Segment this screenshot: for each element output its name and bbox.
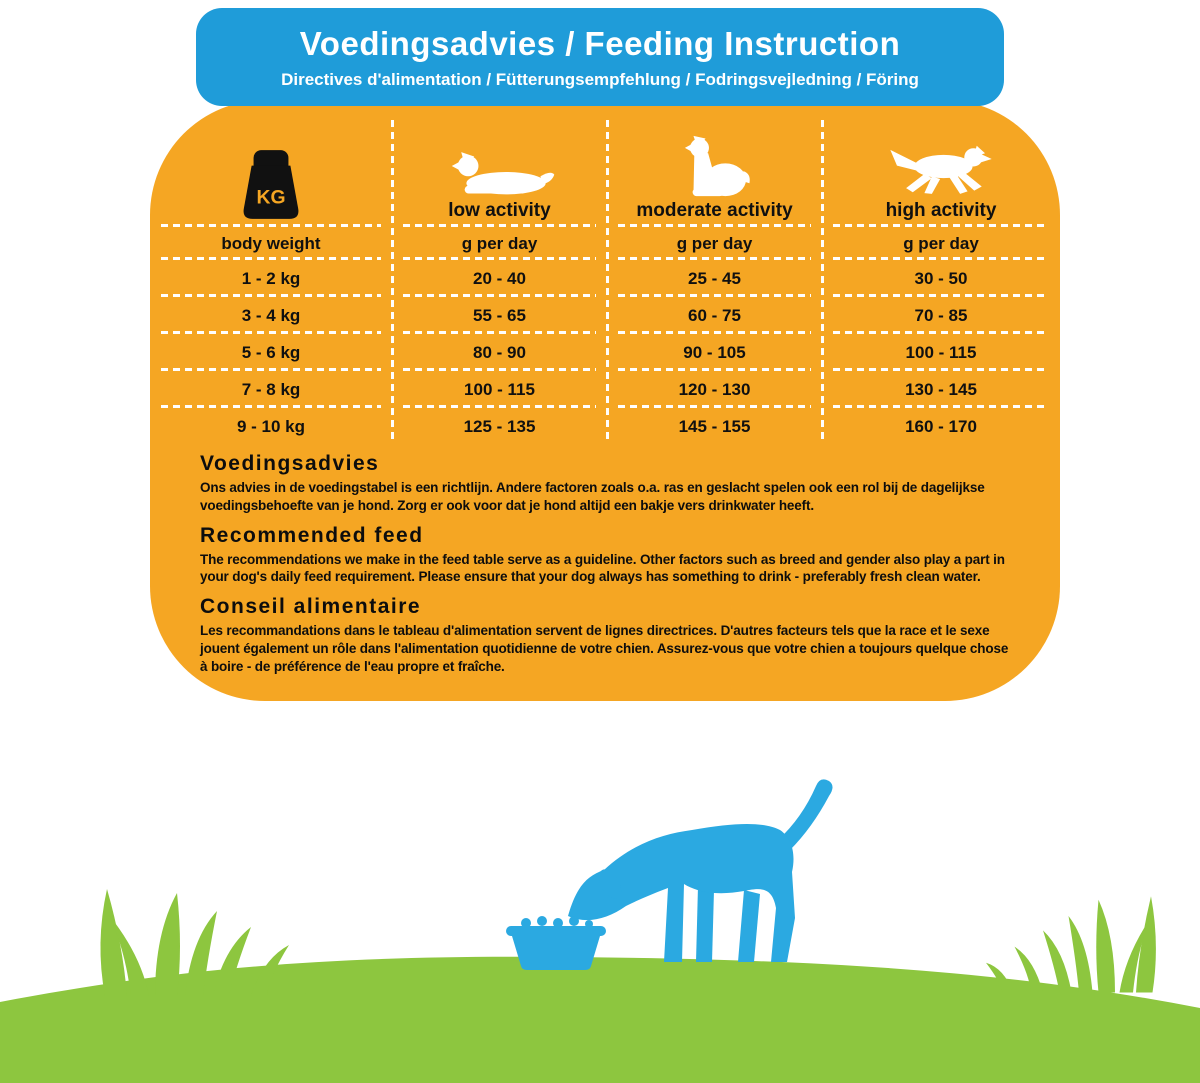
grass-tuft-right [986,896,1156,993]
feeding-panel: KG low activity [150,100,1060,701]
column-header-high-activity: high activity [822,122,1060,227]
high-activity-cell: 100 - 115 [822,334,1060,371]
feeding-table: KG low activity [150,122,1060,445]
dog-far-rear-leg [738,890,760,962]
page-subtitle: Directives d'alimentation / Fütterungsem… [281,69,919,89]
column-divider [391,120,394,440]
moderate-activity-dog-icon [684,135,750,197]
weight-cell: 9 - 10 kg [236,416,306,436]
dog-far-front-leg [696,886,714,962]
low-activity-label: low activity [448,200,551,221]
advice-section-french: Conseil alimentaire Les recommandations … [200,595,1018,675]
section-body: The recommendations we make in the feed … [200,551,1005,585]
high-activity-cell: 70 - 85 [822,297,1060,334]
advice-section-dutch: Voedingsadvies Ons advies in de voedings… [200,452,1018,515]
low-activity-cell: 80 - 90 [392,334,607,371]
low-activity-cell: 55 - 65 [392,297,607,334]
moderate-activity-cell: 25 - 45 [607,260,822,297]
header-banner: Voedingsadvies / Feeding Instruction Dir… [196,8,1004,106]
dog-tail [778,779,833,850]
low-activity-cell: 20 - 40 [392,260,607,297]
advice-section-english: Recommended feed The recommendations we … [200,524,1018,587]
column-divider [606,120,609,440]
g-per-day-header-low: g per day [392,227,607,260]
advice-sections: Voedingsadvies Ons advies in de voedings… [200,452,1018,676]
dog-eating-illustration [506,779,833,970]
column-header-low-activity: low activity [392,122,607,227]
high-activity-cell: 130 - 145 [822,371,1060,408]
dog-body [568,824,795,962]
column-header-body-weight: KG [150,122,392,227]
page-title: Voedingsadvies / Feeding Instruction [299,24,901,62]
column-divider [821,120,824,440]
section-heading: Recommended feed [200,523,424,547]
weight-cell: 3 - 4 kg [150,297,392,334]
section-heading: Voedingsadvies [200,452,380,475]
weight-cell: 7 - 8 kg [150,371,392,408]
kg-weight-icon: KG [243,150,299,219]
low-activity-dog-icon [451,152,554,195]
high-activity-dog-icon [890,145,992,194]
weight-cell: 1 - 2 kg [150,260,392,297]
moderate-activity-cell: 90 - 105 [607,334,822,371]
grass-hill-illustration [0,889,1200,1083]
moderate-activity-cell: 60 - 75 [607,297,822,334]
moderate-activity-label: moderate activity [636,200,793,221]
moderate-activity-cell: 120 - 130 [607,371,822,408]
g-per-day-header-moderate: g per day [607,227,822,260]
column-header-moderate-activity: moderate activity [607,122,822,227]
low-activity-cell: 125 - 135 [463,416,536,436]
dog-ear [598,869,622,899]
moderate-activity-cell: 145 - 155 [678,416,751,436]
section-body: Ons advies in de voedingstabel is een ri… [200,480,985,513]
high-activity-label: high activity [885,200,997,221]
body-weight-header: body weight [150,227,392,260]
weight-cell: 5 - 6 kg [150,334,392,371]
high-activity-cell: 160 - 170 [905,416,977,436]
section-body: Les recommandations dans le tableau d'al… [200,623,1009,674]
high-activity-cell: 30 - 50 [822,260,1060,297]
low-activity-cell: 100 - 115 [392,371,607,408]
kg-icon-label: KG [256,186,285,208]
section-heading: Conseil alimentaire [200,595,422,619]
g-per-day-header-high: g per day [822,227,1060,260]
food-bowl-icon [506,916,606,970]
